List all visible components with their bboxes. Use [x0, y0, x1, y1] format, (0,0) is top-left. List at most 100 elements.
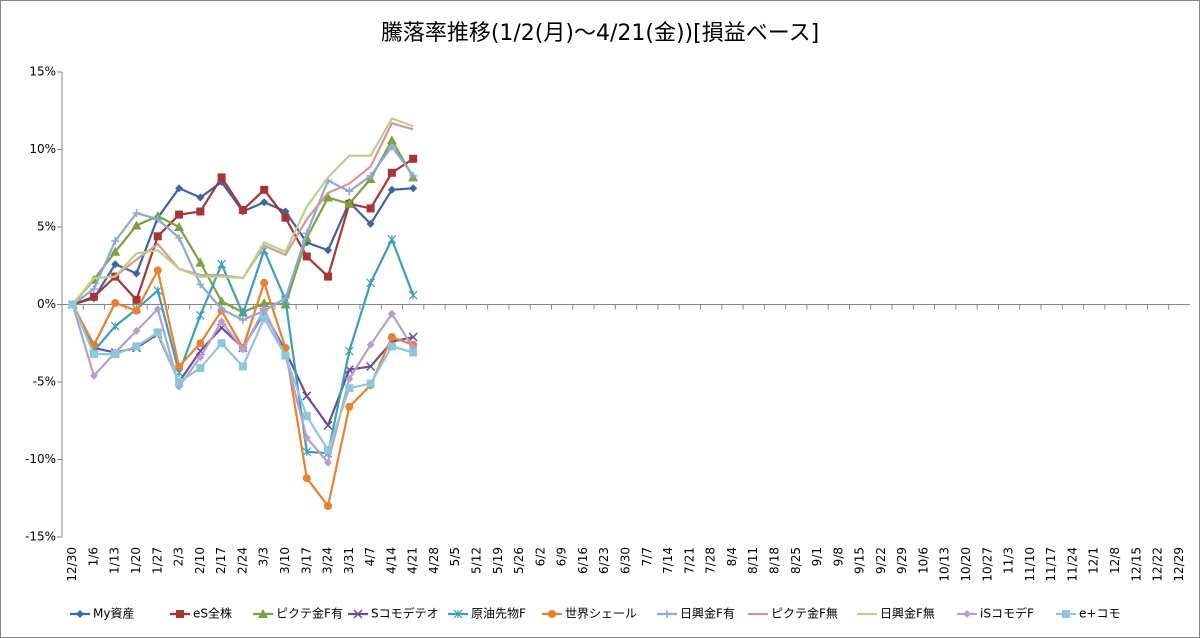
legend-label: 原油先物F: [471, 607, 526, 621]
x-tick-label: 6/23: [597, 547, 611, 574]
x-tick-label: 2/17: [214, 547, 228, 574]
marker: [111, 350, 120, 359]
marker: [196, 280, 205, 289]
marker: [281, 213, 290, 222]
marker: [302, 412, 311, 421]
marker: [196, 353, 205, 362]
x-tick-label: 3/10: [278, 547, 292, 574]
x-tick-label: 10/20: [959, 547, 973, 582]
marker: [453, 609, 463, 619]
legend-label: 日興金F無: [880, 606, 935, 621]
x-tick-label: 3/3: [257, 547, 271, 566]
marker: [366, 278, 376, 288]
marker: [963, 610, 971, 618]
marker: [131, 220, 142, 230]
marker: [344, 346, 354, 356]
legend-label: eS全株: [193, 606, 232, 621]
marker: [153, 286, 163, 295]
x-tick-label: 4/7: [363, 547, 377, 566]
marker: [324, 502, 333, 510]
y-tick-label: 0%: [37, 297, 56, 311]
marker: [196, 207, 205, 216]
y-tick-label: 15%: [29, 65, 56, 79]
marker: [111, 298, 120, 307]
x-tick-label: 12/30: [65, 547, 79, 582]
x-tick-label: 11/17: [1044, 547, 1058, 582]
marker: [409, 348, 418, 357]
marker: [302, 474, 311, 483]
marker: [217, 173, 226, 182]
marker: [260, 314, 269, 323]
x-tick-label: 10/27: [980, 547, 994, 582]
marker: [176, 610, 184, 618]
marker: [175, 233, 184, 242]
x-tick-label: 1/13: [108, 547, 122, 574]
marker: [366, 340, 375, 349]
marker: [302, 433, 311, 442]
legend-label: e+コモ: [1079, 607, 1120, 621]
x-tick-label: 8/25: [789, 547, 803, 574]
marker: [238, 205, 247, 214]
marker: [387, 185, 396, 194]
marker: [324, 446, 333, 455]
marker: [663, 610, 671, 618]
series: [71, 117, 414, 306]
marker: [238, 345, 247, 354]
marker: [260, 305, 269, 314]
x-tick-label: 2/24: [235, 547, 249, 574]
x-tick-label: 9/8: [831, 547, 845, 566]
marker: [302, 447, 312, 457]
x-tick-label: 9/22: [874, 547, 888, 574]
x-tick-label: 9/15: [853, 547, 867, 574]
x-tick-label: 7/14: [661, 547, 675, 574]
marker: [153, 266, 162, 275]
marker: [153, 215, 162, 224]
marker: [238, 362, 247, 371]
x-tick-label: 3/31: [342, 547, 356, 574]
x-tick-label: 11/3: [1002, 547, 1016, 574]
marker: [132, 209, 141, 218]
marker: [408, 290, 418, 300]
series-line: [71, 117, 414, 306]
x-tick-label: 7/28: [704, 547, 718, 574]
legend-label: My資産: [93, 606, 134, 621]
y-tick-label: 10%: [29, 142, 56, 156]
marker: [386, 135, 397, 145]
marker: [387, 309, 396, 318]
marker: [345, 187, 354, 196]
marker: [217, 339, 226, 348]
x-tick-label: 2/10: [193, 547, 207, 574]
x-tick-label: 9/29: [895, 547, 909, 574]
marker: [196, 364, 205, 373]
marker: [132, 306, 141, 315]
marker: [409, 171, 418, 180]
legend-label: Sコモデテオ: [371, 606, 439, 621]
marker: [302, 391, 312, 401]
x-tick-label: 5/5: [448, 547, 462, 566]
marker: [324, 272, 333, 281]
x-tick-label: 10/6: [916, 547, 930, 574]
marker: [344, 198, 355, 208]
marker: [238, 316, 247, 324]
x-tick-label: 12/8: [1108, 547, 1122, 574]
y-tick-label: -10%: [25, 452, 56, 466]
marker: [366, 204, 375, 213]
marker: [409, 154, 418, 163]
x-tick-label: 3/17: [299, 547, 313, 574]
marker: [366, 361, 376, 372]
legend-label: ピクテ金F無: [771, 606, 838, 621]
marker: [387, 168, 396, 177]
marker: [76, 610, 84, 618]
marker: [217, 259, 227, 269]
x-tick-label: 4/21: [406, 547, 420, 574]
marker: [110, 321, 120, 331]
marker: [153, 328, 162, 337]
x-tick-label: 1/6: [86, 547, 100, 566]
marker: [196, 339, 205, 348]
legend-label: ピクテ金F有: [276, 606, 343, 621]
x-tick-label: 5/12: [470, 547, 484, 574]
x-tick-label: 12/1: [1087, 547, 1101, 574]
marker: [387, 342, 396, 351]
marker: [323, 192, 334, 202]
marker: [153, 232, 162, 241]
